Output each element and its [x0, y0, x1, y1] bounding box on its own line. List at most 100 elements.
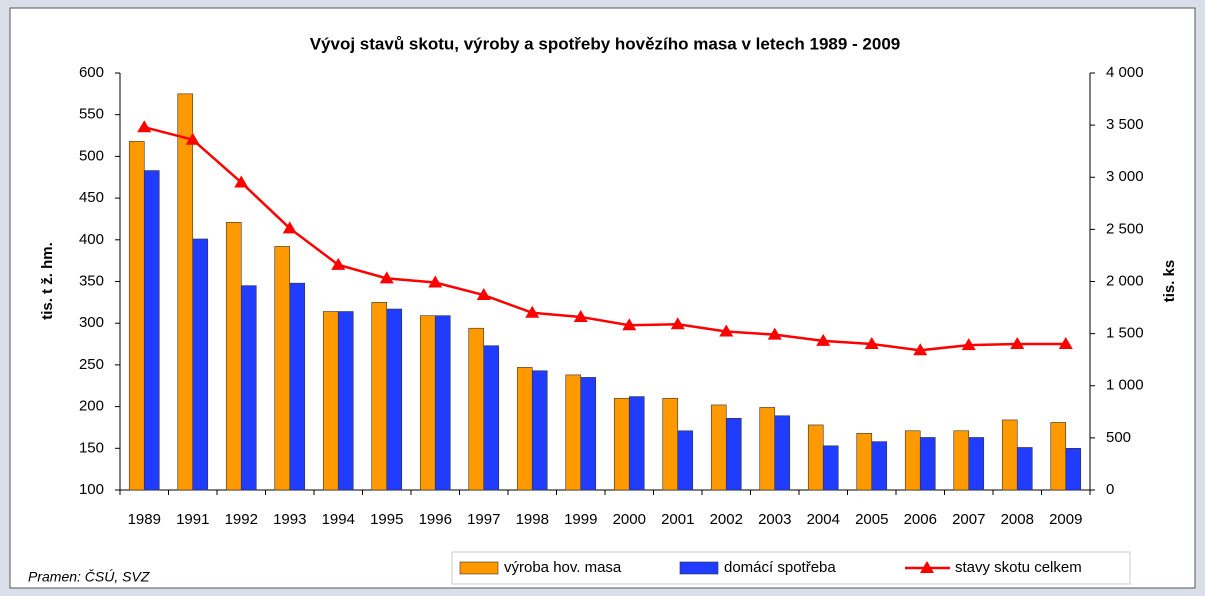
x-tick-label: 2007: [952, 511, 985, 528]
marker: [1010, 337, 1025, 350]
bar: [225, 221, 242, 491]
y-tick-label: 100: [79, 481, 104, 498]
x-tick-label: 2005: [855, 511, 888, 528]
bar: [1016, 447, 1033, 491]
marker: [767, 327, 782, 340]
x-tick-label: 1991: [176, 511, 209, 528]
x-tick-label: 1994: [322, 511, 355, 528]
bar: [419, 315, 436, 491]
y2-tick-label: 2 500: [1106, 220, 1144, 237]
y-tick-label: 250: [79, 356, 104, 373]
y-tick-label: 500: [79, 147, 104, 164]
legend-label: domácí spotřeba: [724, 559, 836, 576]
bar: [774, 415, 791, 491]
bar: [516, 367, 533, 491]
y2-tick-label: 1 500: [1106, 325, 1144, 342]
bar: [822, 445, 839, 491]
bar: [613, 397, 630, 491]
bar: [1050, 422, 1067, 491]
marker: [670, 317, 685, 330]
source-note: Pramen: ČSÚ, SVZ: [28, 569, 150, 585]
marker: [913, 343, 928, 356]
y2-tick-label: 3 000: [1106, 168, 1144, 185]
bar: [807, 424, 824, 491]
y-tick-label: 150: [79, 439, 104, 456]
y2-tick-label: 0: [1106, 481, 1114, 498]
marker: [234, 175, 249, 188]
y-axis-label: tis. t ž. hm.: [39, 242, 56, 320]
x-tick-label: 2006: [904, 511, 937, 528]
bar: [289, 282, 306, 491]
x-tick-label: 1993: [273, 511, 306, 528]
x-tick-label: 1997: [467, 511, 500, 528]
bar: [177, 93, 194, 491]
marker: [525, 305, 540, 318]
bar: [919, 437, 936, 491]
marker: [137, 120, 152, 133]
bar: [628, 396, 645, 491]
x-tick-label: 1996: [419, 511, 452, 528]
bar: [725, 417, 742, 491]
bar: [240, 285, 257, 491]
legend-box: [451, 551, 1131, 585]
x-tick-label: 1999: [564, 511, 597, 528]
x-tick-label: 1998: [516, 511, 549, 528]
bar: [274, 246, 291, 491]
x-tick-label: 1989: [128, 511, 161, 528]
legend-swatch: [679, 561, 719, 575]
bar: [759, 407, 776, 491]
x-tick-label: 2008: [1001, 511, 1034, 528]
y-tick-label: 400: [79, 231, 104, 248]
bar: [953, 430, 970, 491]
x-tick-label: 2001: [661, 511, 694, 528]
marker: [379, 271, 394, 284]
marker: [476, 288, 491, 301]
bar: [468, 327, 485, 491]
bar: [128, 141, 145, 491]
bar: [192, 238, 209, 491]
legend-swatch: [459, 561, 499, 575]
y-tick-label: 600: [79, 64, 104, 81]
marker: [1058, 337, 1073, 350]
marker: [816, 333, 831, 346]
x-tick-label: 2000: [613, 511, 646, 528]
bar: [483, 345, 500, 491]
bar: [434, 315, 451, 491]
chart-title: Vývoj stavů skotu, výroby a spotřeby hov…: [310, 34, 901, 53]
bar: [871, 441, 888, 491]
bar: [710, 404, 727, 491]
legend-label: stavy skotu celkem: [955, 559, 1082, 576]
marker: [622, 318, 637, 331]
bar: [322, 311, 339, 491]
y2-tick-label: 500: [1106, 429, 1131, 446]
bar: [531, 370, 548, 491]
bar: [968, 437, 985, 491]
bar: [371, 302, 388, 491]
bar: [677, 430, 694, 491]
marker: [331, 257, 346, 270]
legend-label: výroba hov. masa: [504, 559, 622, 576]
y2-axis-label: tis. ks: [1161, 260, 1178, 303]
bar: [856, 432, 873, 491]
y2-tick-label: 3 500: [1106, 116, 1144, 133]
marker: [185, 132, 200, 145]
y-tick-label: 350: [79, 272, 104, 289]
y-tick-label: 300: [79, 314, 104, 331]
y-tick-label: 200: [79, 398, 104, 415]
y-tick-label: 450: [79, 189, 104, 206]
bar: [662, 397, 679, 491]
x-tick-label: 2004: [807, 511, 840, 528]
x-tick-label: 2009: [1049, 511, 1082, 528]
legend-swatch: [920, 561, 934, 573]
marker: [864, 337, 879, 350]
y2-tick-label: 2 000: [1106, 272, 1144, 289]
bar: [565, 374, 582, 491]
y2-tick-label: 4 000: [1106, 64, 1144, 81]
bar: [1065, 447, 1082, 491]
bar: [337, 311, 354, 491]
x-tick-label: 2003: [758, 511, 791, 528]
marker: [719, 324, 734, 337]
bar: [1001, 419, 1018, 491]
line: [143, 125, 1066, 352]
